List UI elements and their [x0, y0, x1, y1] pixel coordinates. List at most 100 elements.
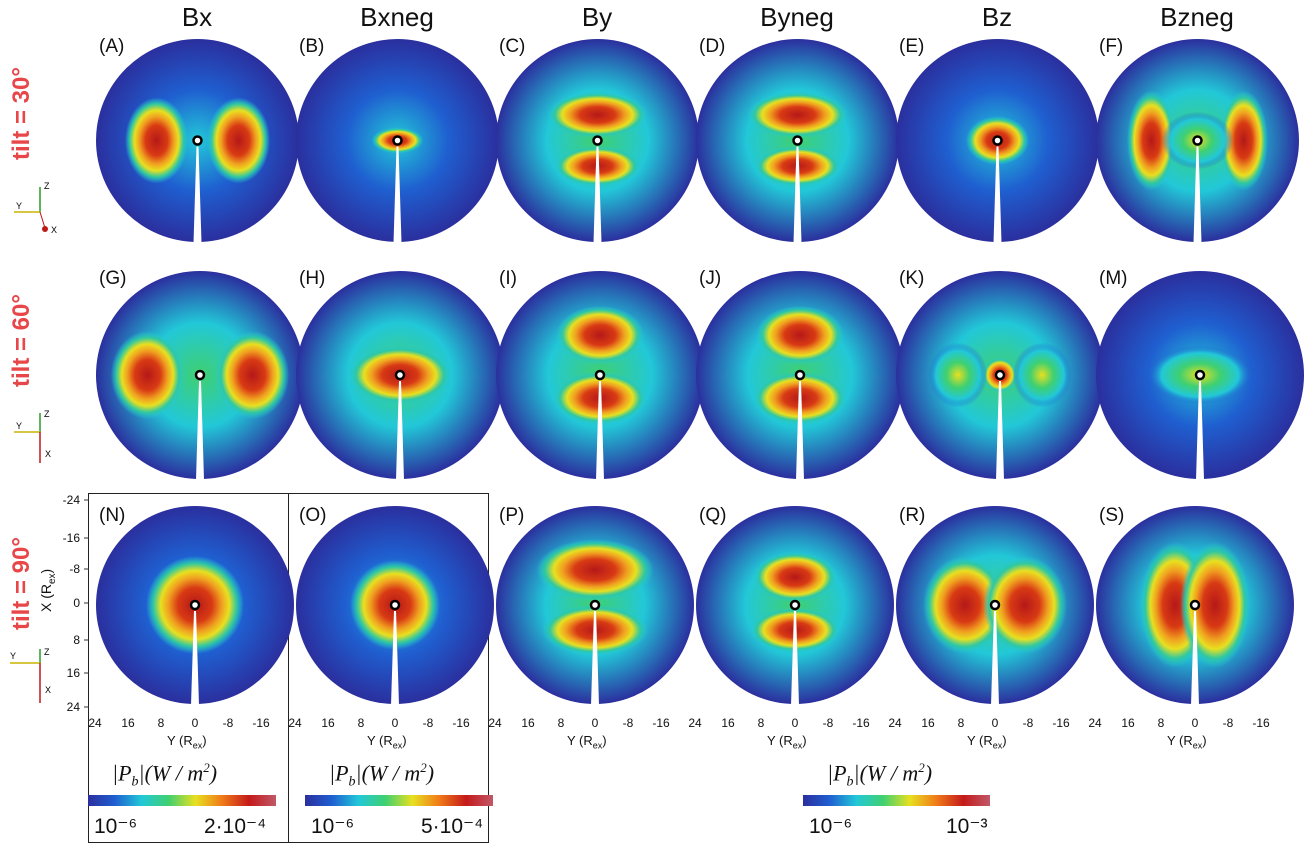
field-map-i [496, 271, 704, 480]
tail-wedge [1193, 146, 1202, 243]
tail-wedge [1191, 611, 1199, 705]
row-title-tilt90: tilt = 90° [8, 537, 35, 630]
x-tick-label: 8 [1157, 716, 1165, 730]
svg-text:Y: Y [16, 421, 22, 431]
x-tick-label: -8 [222, 716, 234, 730]
x-tick-label: 0 [991, 716, 999, 730]
x-tick-label: -16 [452, 716, 470, 730]
svg-text:Z: Z [44, 181, 50, 191]
x-tick-label: -16 [852, 716, 870, 730]
x-tick-label: -16 [1252, 716, 1270, 730]
x-tick-label: 24 [488, 716, 502, 730]
x-tick-label: 16 [321, 716, 335, 730]
x-tick-label: -8 [1022, 716, 1034, 730]
intensity-blob [753, 551, 837, 603]
planet-marker [594, 369, 606, 381]
planet-marker [192, 135, 203, 146]
planet-marker [994, 369, 1006, 381]
x-tick-label: 0 [1191, 716, 1199, 730]
panel-label: (S) [1099, 505, 1125, 526]
x-tick-label: -16 [252, 716, 270, 730]
column-title-bx: Bx [181, 2, 213, 32]
x-axis-title: Y (Rex) [367, 733, 407, 751]
planet-marker [189, 599, 201, 611]
tail-wedge [993, 146, 1002, 243]
svg-text:X: X [51, 225, 57, 235]
intensity-blob [923, 556, 1007, 654]
x-tick-label: -8 [622, 716, 634, 730]
x-axis-title: Y (Rex) [567, 733, 607, 751]
x-tick-label: 8 [757, 716, 765, 730]
colorbar-max-label: 2·10⁻⁴ [204, 815, 267, 838]
x-tick-label: -16 [1052, 716, 1070, 730]
x-tick-label: -16 [652, 716, 670, 730]
field-map-p [496, 506, 694, 705]
x-tick-label: -8 [422, 716, 434, 730]
svg-text:X: X [45, 685, 51, 695]
axis-triad-row1: Z Y X [14, 181, 57, 235]
colorbar-min-label: 10⁻⁶ [94, 815, 138, 838]
x-tick-label: 24 [688, 716, 702, 730]
planet-marker [1192, 135, 1203, 146]
x-axis-title: Y (Rex) [967, 733, 1007, 751]
panel-label: (K) [899, 268, 925, 289]
y-tick-label: 0 [73, 596, 80, 610]
colorbar-min-label: 10⁻⁶ [809, 815, 853, 838]
svg-text:Z: Z [44, 409, 50, 419]
y-tick-label: 8 [73, 633, 80, 647]
x-tick-label: 0 [391, 716, 399, 730]
y-tick-label: -24 [62, 493, 80, 507]
panel-label: (M) [1099, 268, 1128, 289]
column-title-by: By [581, 2, 613, 32]
colorbar-gradient [305, 795, 493, 806]
field-map-s [1096, 506, 1294, 705]
tail-wedge [591, 611, 599, 705]
row-title-tilt60: tilt = 60° [8, 294, 35, 387]
planet-marker [792, 135, 803, 146]
intensity-blob [747, 91, 848, 138]
panel-label: (P) [499, 505, 525, 526]
y-axis-line [84, 499, 89, 708]
x-tick-label: 16 [921, 716, 935, 730]
x-tick-label: -8 [822, 716, 834, 730]
x-axis-title: Y (Rex) [1167, 733, 1207, 751]
axis-triad-row3: Z Y X [10, 647, 51, 703]
planet-marker [992, 135, 1003, 146]
intensity-blob [1219, 90, 1269, 191]
field-map-b [296, 39, 499, 243]
x-tick-label: 0 [791, 716, 799, 730]
field-map-o [296, 506, 494, 705]
field-map-m [1096, 271, 1304, 480]
x-tick-label: 24 [888, 716, 902, 730]
panel-label: (O) [299, 505, 327, 526]
tail-wedge [1196, 381, 1204, 480]
planet-marker [794, 369, 806, 381]
x-tick-label: 8 [957, 716, 965, 730]
y-tick-label: -8 [69, 562, 80, 576]
tail-wedge [796, 381, 804, 480]
colorbar-title: |Pb|(W / m2) [329, 760, 435, 790]
panel-label: (I) [499, 268, 517, 289]
intensity-blob [555, 305, 645, 365]
colorbar-gradient [803, 795, 990, 806]
field-map-j [696, 271, 904, 480]
svg-text:X: X [45, 449, 51, 459]
panel-label: (J) [699, 268, 722, 289]
tail-wedge [791, 611, 799, 705]
x-tick-label: 16 [721, 716, 735, 730]
panel-label: (F) [1099, 36, 1124, 57]
planet-marker [1194, 369, 1206, 381]
x-tick-label: 16 [1121, 716, 1135, 730]
panel-label: (H) [299, 268, 326, 289]
panel-label: (Q) [699, 505, 727, 526]
panel-label: (B) [299, 36, 325, 57]
panel-frame-o [288, 493, 489, 843]
x-axis-title: Y (Rex) [167, 733, 207, 751]
x-tick-label: 0 [191, 716, 199, 730]
intensity-blob [215, 330, 290, 420]
panel-label: (A) [99, 36, 125, 57]
intensity-blob [110, 330, 185, 420]
panel-label: (G) [99, 268, 127, 289]
colorbar-title: |Pb|(W / m2) [112, 760, 218, 790]
tail-wedge [991, 611, 999, 705]
